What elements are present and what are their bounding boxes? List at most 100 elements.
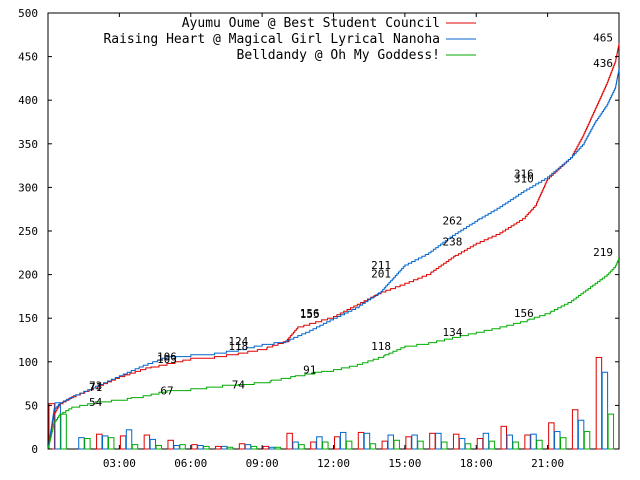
data-label: 155 <box>300 308 320 321</box>
hourly-bar <box>512 441 519 450</box>
hourly-bar <box>464 443 472 450</box>
hourly-bar <box>250 445 258 450</box>
hourly-bar <box>119 435 127 450</box>
hourly-bar <box>125 429 133 450</box>
hourly-bar <box>96 433 103 450</box>
y-tick-label: 250 <box>18 225 38 238</box>
data-label: 238 <box>443 235 463 248</box>
data-label: 310 <box>514 173 534 186</box>
data-label: 67 <box>160 385 173 398</box>
hourly-bar <box>78 437 85 450</box>
hourly-bar <box>292 441 299 450</box>
hourly-bar <box>393 439 400 450</box>
hourly-bar <box>345 440 353 450</box>
hourly-bar <box>339 431 347 450</box>
data-label: 91 <box>303 364 316 377</box>
hourly-bar <box>262 445 270 450</box>
hourly-bar <box>500 425 507 450</box>
data-label: 436 <box>593 57 613 70</box>
hourly-bar <box>310 441 317 450</box>
data-label: 54 <box>89 396 103 409</box>
data-label: 103 <box>157 353 177 366</box>
x-axis: 03:00 06:00 09:00 12:00 15:00 18:00 21:00 <box>103 13 564 470</box>
y-tick-label: 100 <box>18 356 38 369</box>
y-axis: 0 50 100 150 200 250 300 350 400 450 500 <box>18 7 619 456</box>
legend-label: Ayumu Oume @ Best Student Council <box>182 16 440 31</box>
data-label: 74 <box>232 378 246 391</box>
hourly-bar <box>84 438 91 450</box>
hourly-bar <box>167 439 174 450</box>
hourly-bar <box>268 446 276 450</box>
y-tick-label: 500 <box>18 7 38 20</box>
hourly-bar <box>60 413 67 450</box>
series-line <box>47 257 620 450</box>
y-tick-label: 150 <box>18 312 38 325</box>
hourly-bar <box>560 437 567 450</box>
data-label: 465 <box>593 32 613 45</box>
hourly-bar <box>488 440 496 450</box>
hourly-bar <box>435 432 442 450</box>
hourly-bar <box>131 444 139 450</box>
data-label: 118 <box>371 340 391 353</box>
hourly-bar <box>601 371 609 450</box>
hourly-bar <box>441 441 448 450</box>
y-tick-label: 450 <box>18 51 38 64</box>
data-label: 219 <box>593 246 613 259</box>
data-label: 156 <box>300 307 320 320</box>
hourly-bars <box>48 356 615 450</box>
hourly-bar <box>381 440 389 450</box>
hourly-bar <box>286 432 293 450</box>
hourly-bar <box>155 445 163 450</box>
series-line <box>47 43 620 450</box>
hourly-bar <box>334 436 341 450</box>
hourly-bar <box>274 446 281 450</box>
x-tick-label: 18:00 <box>460 457 493 470</box>
y-tick-label: 0 <box>31 443 38 456</box>
series-lines <box>47 43 620 450</box>
hourly-bar <box>363 432 371 450</box>
data-label: 316 <box>514 167 534 180</box>
hourly-bar <box>179 444 186 450</box>
data-label: 201 <box>371 268 391 281</box>
x-tick-label: 15:00 <box>388 457 421 470</box>
hourly-bar <box>203 445 210 450</box>
hourly-bar <box>369 443 377 450</box>
data-label: 262 <box>443 215 463 228</box>
legend-label: Belldandy @ Oh My Goddess! <box>237 48 441 63</box>
hourly-bar <box>536 439 543 450</box>
x-tick-label: 12:00 <box>317 457 350 470</box>
x-tick-label: 03:00 <box>103 457 136 470</box>
hourly-bar <box>298 444 305 450</box>
hourly-bar <box>583 431 591 450</box>
hourly-bar <box>387 434 394 450</box>
y-tick-label: 300 <box>18 181 38 194</box>
x-tick-label: 09:00 <box>246 457 279 470</box>
plot-frame <box>47 12 620 450</box>
hourly-bar <box>102 435 109 450</box>
data-label: 71 <box>89 381 102 394</box>
hourly-bar <box>458 438 466 450</box>
hourly-bar <box>411 434 418 450</box>
hourly-bar <box>149 438 157 450</box>
y-tick-label: 350 <box>18 138 38 151</box>
x-tick-label: 06:00 <box>174 457 207 470</box>
hourly-bar <box>322 441 329 450</box>
legend-label: Raising Heart @ Magical Girl Lyrical Nan… <box>103 32 440 47</box>
hourly-bar <box>357 431 365 450</box>
data-label: 124 <box>228 335 248 348</box>
hourly-bar <box>316 436 323 450</box>
hourly-bar <box>607 413 615 450</box>
series-line <box>47 67 620 450</box>
data-labels: 71 103 118 155 201 238 310 465 73 106 124 156 211 262… <box>89 32 613 409</box>
data-label: 134 <box>443 326 463 339</box>
data-label: 118 <box>228 340 248 353</box>
hourly-bar <box>417 440 424 450</box>
legend: Ayumu Oume @ Best Student CouncilRaising… <box>103 16 476 63</box>
hourly-bar <box>405 436 412 450</box>
data-label: 73 <box>89 379 102 392</box>
hourly-bar <box>226 446 234 450</box>
data-label: 211 <box>371 259 391 272</box>
hourly-bar <box>429 432 436 450</box>
y-tick-label: 200 <box>18 269 38 282</box>
